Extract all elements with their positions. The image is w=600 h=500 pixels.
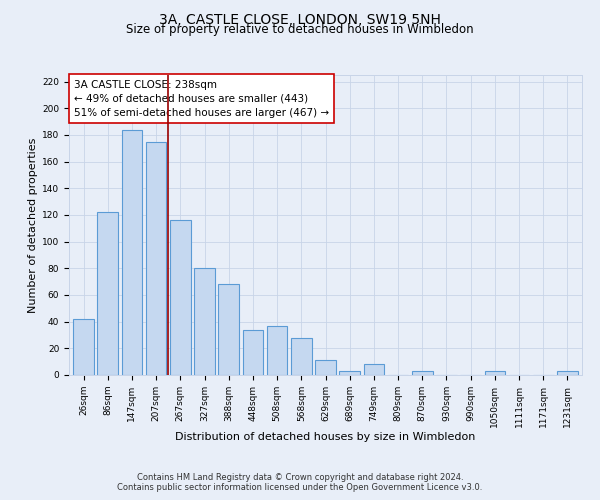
Y-axis label: Number of detached properties: Number of detached properties bbox=[28, 138, 38, 312]
Bar bbox=[267, 326, 287, 375]
Bar bbox=[97, 212, 118, 375]
Bar bbox=[340, 371, 360, 375]
Bar bbox=[218, 284, 239, 375]
Text: 3A CASTLE CLOSE: 238sqm
← 49% of detached houses are smaller (443)
51% of semi-d: 3A CASTLE CLOSE: 238sqm ← 49% of detache… bbox=[74, 80, 329, 118]
Text: 3A, CASTLE CLOSE, LONDON, SW19 5NH: 3A, CASTLE CLOSE, LONDON, SW19 5NH bbox=[159, 12, 441, 26]
Bar bbox=[364, 364, 384, 375]
Text: Contains HM Land Registry data © Crown copyright and database right 2024.: Contains HM Land Registry data © Crown c… bbox=[137, 472, 463, 482]
Bar bbox=[315, 360, 336, 375]
Bar bbox=[146, 142, 166, 375]
Bar bbox=[122, 130, 142, 375]
Bar bbox=[242, 330, 263, 375]
Bar bbox=[291, 338, 311, 375]
Bar bbox=[412, 371, 433, 375]
Bar bbox=[73, 319, 94, 375]
Bar bbox=[194, 268, 215, 375]
Bar bbox=[170, 220, 191, 375]
Bar bbox=[557, 371, 578, 375]
Text: Size of property relative to detached houses in Wimbledon: Size of property relative to detached ho… bbox=[126, 22, 474, 36]
X-axis label: Distribution of detached houses by size in Wimbledon: Distribution of detached houses by size … bbox=[175, 432, 476, 442]
Bar bbox=[485, 371, 505, 375]
Text: Contains public sector information licensed under the Open Government Licence v3: Contains public sector information licen… bbox=[118, 482, 482, 492]
